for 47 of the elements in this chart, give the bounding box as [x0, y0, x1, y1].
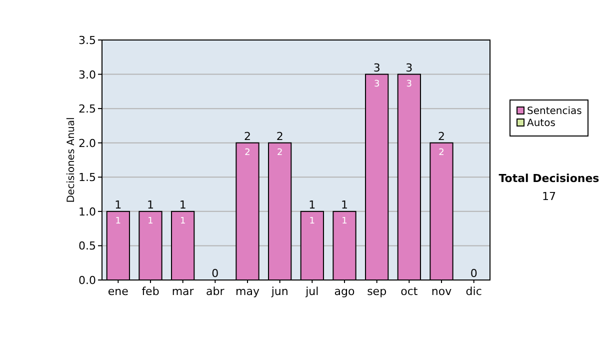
total-label: 2: [244, 130, 251, 143]
y-tick-label: 1.5: [78, 171, 96, 184]
data-label: 1: [342, 216, 348, 226]
total-label: 0: [470, 267, 478, 280]
text: 17: [542, 190, 556, 203]
total-label: 2: [438, 130, 445, 143]
total-label: 1: [179, 198, 186, 212]
total-label: 1: [114, 198, 122, 212]
x-tick-label: feb: [142, 285, 160, 298]
data-label: 1: [180, 216, 186, 226]
x-tick-label: dic: [466, 285, 482, 298]
y-tick-label: 2.5: [78, 102, 96, 116]
x-tick-label: ene: [108, 285, 129, 298]
total-label: 1: [341, 198, 348, 212]
total-label: 2: [276, 130, 284, 143]
data-label: 1: [148, 216, 154, 226]
data-label: 2: [438, 148, 444, 158]
total-label: 3: [373, 61, 380, 74]
x-tick-label: sep: [367, 285, 387, 298]
x-tick-label: jun: [270, 285, 288, 298]
y-tick-label: 3.5: [78, 34, 96, 47]
x-tick-label: may: [236, 285, 260, 298]
x-tick-label: jul: [304, 285, 319, 298]
data-label: 1: [115, 216, 122, 226]
y-tick-label: 0.0: [78, 274, 96, 287]
x-tick-label: nov: [431, 285, 452, 298]
y-axis-title: Decisiones Anual: [66, 117, 77, 203]
y-tick-label: 0.5: [78, 240, 96, 253]
total-label: 3: [406, 61, 413, 74]
x-tick-label: mar: [172, 285, 194, 298]
total-label: 1: [308, 198, 316, 212]
x-tick-label: oct: [400, 285, 418, 298]
legend-label: Sentencias: [527, 106, 582, 117]
legend-label: Autos: [527, 118, 556, 129]
data-label: 3: [406, 79, 412, 90]
data-label: 2: [244, 148, 250, 158]
data-label: 2: [276, 148, 283, 158]
data-label: 1: [309, 216, 316, 226]
x-tick-label: abr: [206, 285, 225, 298]
y-tick-label: 3.0: [78, 68, 96, 82]
y-tick-label: 1.0: [78, 205, 96, 218]
text: Total Decisiones: [498, 172, 600, 185]
total-label: 1: [147, 198, 154, 212]
x-tick-label: ago: [334, 285, 355, 298]
y-tick-label: 2.0: [78, 136, 96, 150]
data-label: 3: [374, 79, 380, 90]
total-label: 0: [212, 267, 219, 280]
